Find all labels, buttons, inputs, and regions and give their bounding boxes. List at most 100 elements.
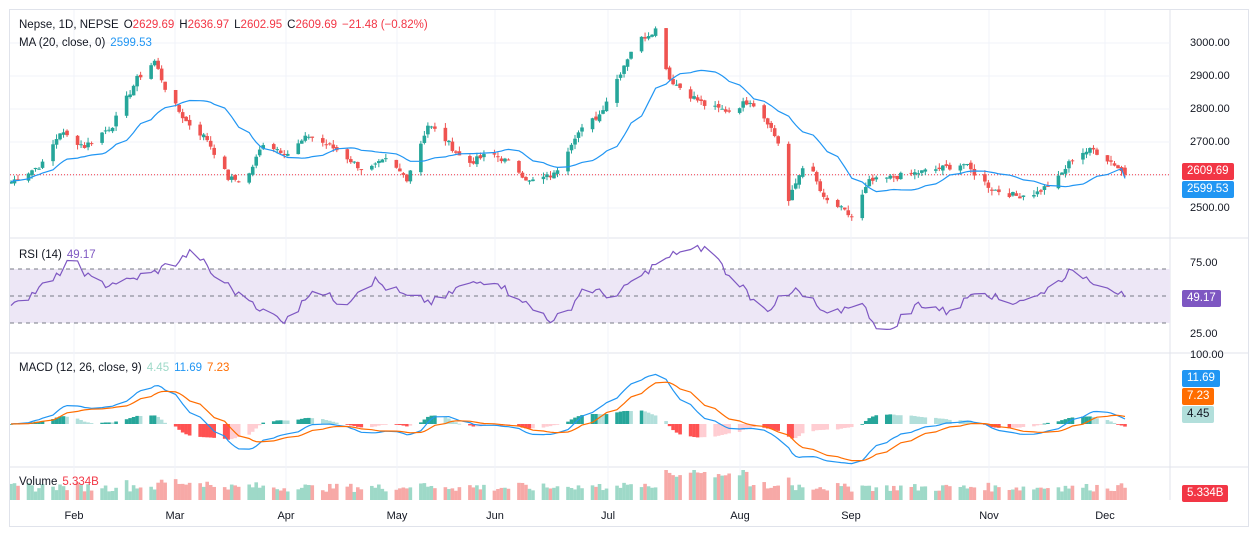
volume-bar <box>173 479 178 500</box>
macd-histogram-bar <box>997 424 1001 428</box>
volume-bar <box>79 485 83 500</box>
volume-bar <box>422 483 427 500</box>
volume-bar <box>594 486 598 500</box>
volume-bar <box>1105 488 1110 500</box>
volume-bar <box>478 489 483 500</box>
volume-bar <box>496 488 500 500</box>
volume-bar <box>1056 487 1061 500</box>
candle-body <box>278 150 283 153</box>
macd-histogram-bar <box>723 424 728 435</box>
macd-histogram-bar <box>566 421 570 424</box>
volume-bar <box>401 487 406 500</box>
volume-legend[interactable]: Volume 5.334B <box>19 475 104 489</box>
macd-histogram-bar <box>54 417 59 424</box>
macd-histogram-bar <box>737 424 742 432</box>
candle-body <box>152 60 157 66</box>
volume-bar <box>405 488 409 500</box>
candle-body <box>282 153 287 155</box>
candle-body <box>716 104 721 108</box>
volume-bar <box>622 482 626 500</box>
candle-body <box>793 183 798 189</box>
volume-bar <box>320 490 325 500</box>
volume-bar <box>590 485 595 500</box>
volume-bar <box>37 488 41 500</box>
volume-bar <box>524 484 528 500</box>
macd-histogram-bar <box>793 424 798 439</box>
volume-bar <box>299 487 304 500</box>
macd-histogram-bar <box>643 411 647 424</box>
macd-legend[interactable]: MACD (12, 26, close, 9) 4.45 11.69 7.23 <box>19 361 234 375</box>
month-sep: Sep <box>841 510 861 522</box>
candle-body <box>173 89 178 104</box>
volume-bar <box>177 483 181 500</box>
candle-body <box>825 197 830 201</box>
candle-body <box>61 132 66 135</box>
candle-body <box>629 51 633 59</box>
macd-histogram-bar <box>674 424 679 433</box>
volume-bar <box>751 485 756 500</box>
change-value: −21.48 (−0.82%) <box>342 19 428 31</box>
macd-histogram-bar <box>285 420 290 424</box>
ma-legend[interactable]: MA (20, close, 0) 2599.53 <box>19 36 157 50</box>
volume-bar <box>1021 486 1026 500</box>
macd-histogram-bar <box>198 424 202 437</box>
macd-histogram-bar <box>373 424 378 427</box>
macd-histogram-bar <box>114 421 118 424</box>
rsi-legend[interactable]: RSI (14) 49.17 <box>19 248 101 262</box>
macd-histogram-bar <box>867 418 872 424</box>
candle-body <box>331 144 336 149</box>
candle-body <box>327 143 332 145</box>
macd-histogram-bar <box>1091 416 1096 424</box>
candle-body <box>997 189 1001 193</box>
candle-body <box>324 144 329 146</box>
candle-body <box>205 136 209 141</box>
macd-histogram-bar <box>821 424 826 430</box>
macd-histogram-bar <box>860 423 865 425</box>
candle-body <box>983 174 987 182</box>
macd-histogram-bar <box>941 418 945 424</box>
macd-histogram-bar <box>394 424 399 425</box>
macd-histogram-bar <box>107 422 111 424</box>
ohlc-legend: Nepse, 1D, NEPSE O2629.69 H2636.97 L2602.95… <box>19 18 433 32</box>
candle-body <box>394 159 399 168</box>
macd-histogram-bar <box>51 419 55 424</box>
volume-bar <box>89 490 94 500</box>
macd-histogram-bar <box>1084 416 1089 424</box>
volume-bar <box>331 488 336 500</box>
macd-histogram-bar <box>748 424 752 428</box>
candle-body <box>688 89 693 99</box>
volume-bar <box>310 485 315 500</box>
volume-bar <box>454 490 458 500</box>
macd-histogram-bar <box>895 415 900 424</box>
macd-histogram-bar <box>229 424 234 440</box>
candle-body <box>345 149 350 160</box>
macd-histogram-bar <box>433 415 437 424</box>
volume-bar <box>303 484 308 500</box>
candle-body <box>958 165 963 171</box>
candle-body <box>103 130 108 132</box>
candle-body <box>895 175 900 180</box>
candle-body <box>695 97 700 101</box>
signal-tag: 7.23 <box>1182 388 1215 405</box>
macd-histogram-bar <box>401 424 406 426</box>
candle-body <box>1035 191 1040 195</box>
volume-bar <box>776 485 780 500</box>
volume-bar <box>1063 485 1068 500</box>
macd-histogram-bar <box>891 414 896 424</box>
volume-bar <box>846 486 851 500</box>
candle-body <box>664 28 668 70</box>
candle-body <box>100 132 104 143</box>
candle-body <box>891 176 896 178</box>
volume-bar <box>131 485 136 500</box>
macd-histogram-bar <box>601 414 605 424</box>
volume-bar <box>247 484 252 500</box>
volume-bar <box>1123 487 1127 500</box>
macd-histogram-bar <box>1039 424 1043 425</box>
volume-bar <box>969 486 973 500</box>
macd-histogram-bar <box>531 424 535 429</box>
candle-body <box>842 207 847 210</box>
candle-body <box>527 180 532 182</box>
candle-body <box>699 99 703 102</box>
candle-body <box>247 173 252 183</box>
chart-canvas[interactable] <box>10 10 1249 527</box>
